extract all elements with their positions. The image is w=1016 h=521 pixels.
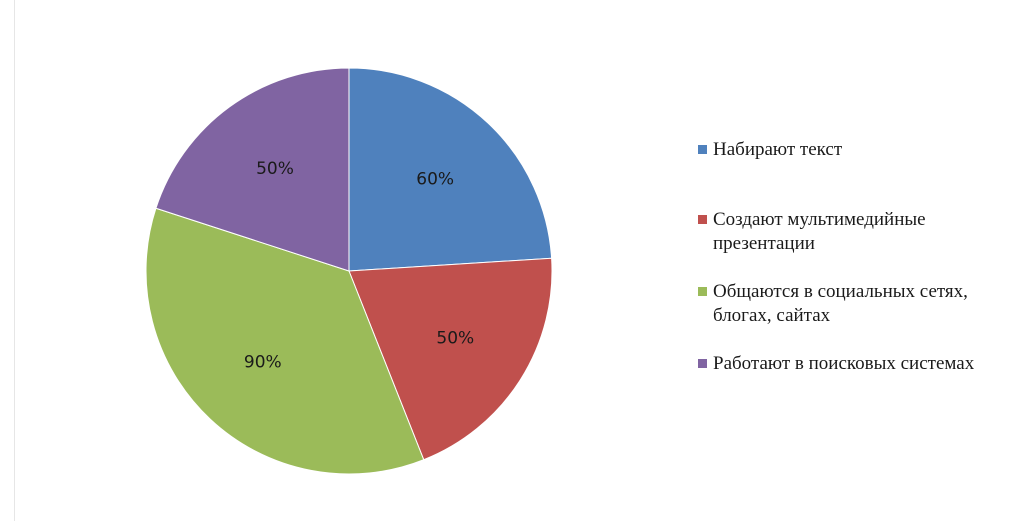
pie-slice-0 <box>348 67 553 272</box>
legend-item-1: Создают мультимедийные презентации <box>698 208 1013 256</box>
pie-data-label-1: 50% <box>436 328 474 348</box>
legend-swatch-3 <box>698 359 707 368</box>
pie-data-label-0: 60% <box>416 169 454 189</box>
legend-item-0: Набирают текст <box>698 138 1013 162</box>
legend-swatch-0 <box>698 145 707 154</box>
pie-slice-3 <box>155 67 350 272</box>
pie-slice-1 <box>348 257 553 461</box>
pie-data-label-2: 90% <box>244 353 282 373</box>
legend-label-0: Набирают текст <box>713 139 843 160</box>
legend-item-3: Работают в поисковых системах <box>698 352 1013 376</box>
pie-chart: 60% 50% 90% 50% <box>145 67 553 475</box>
pie-data-labels: 60% 50% 90% 50% <box>244 159 474 373</box>
legend-label-3: Работают в поисковых системах <box>713 353 975 374</box>
chart-frame-border <box>14 0 15 521</box>
legend-item-2: Общаются в социальных сетях, блогах, сай… <box>698 280 1013 328</box>
pie-data-label-3: 50% <box>256 159 294 179</box>
legend-label-2: Общаются в социальных сетях, блогах, сай… <box>713 281 968 326</box>
legend-swatch-1 <box>698 215 707 224</box>
pie-slice-2 <box>145 207 425 475</box>
pie-slices <box>145 67 553 475</box>
legend-swatch-2 <box>698 287 707 296</box>
legend-label-1: Создают мультимедийные презентации <box>713 209 926 254</box>
